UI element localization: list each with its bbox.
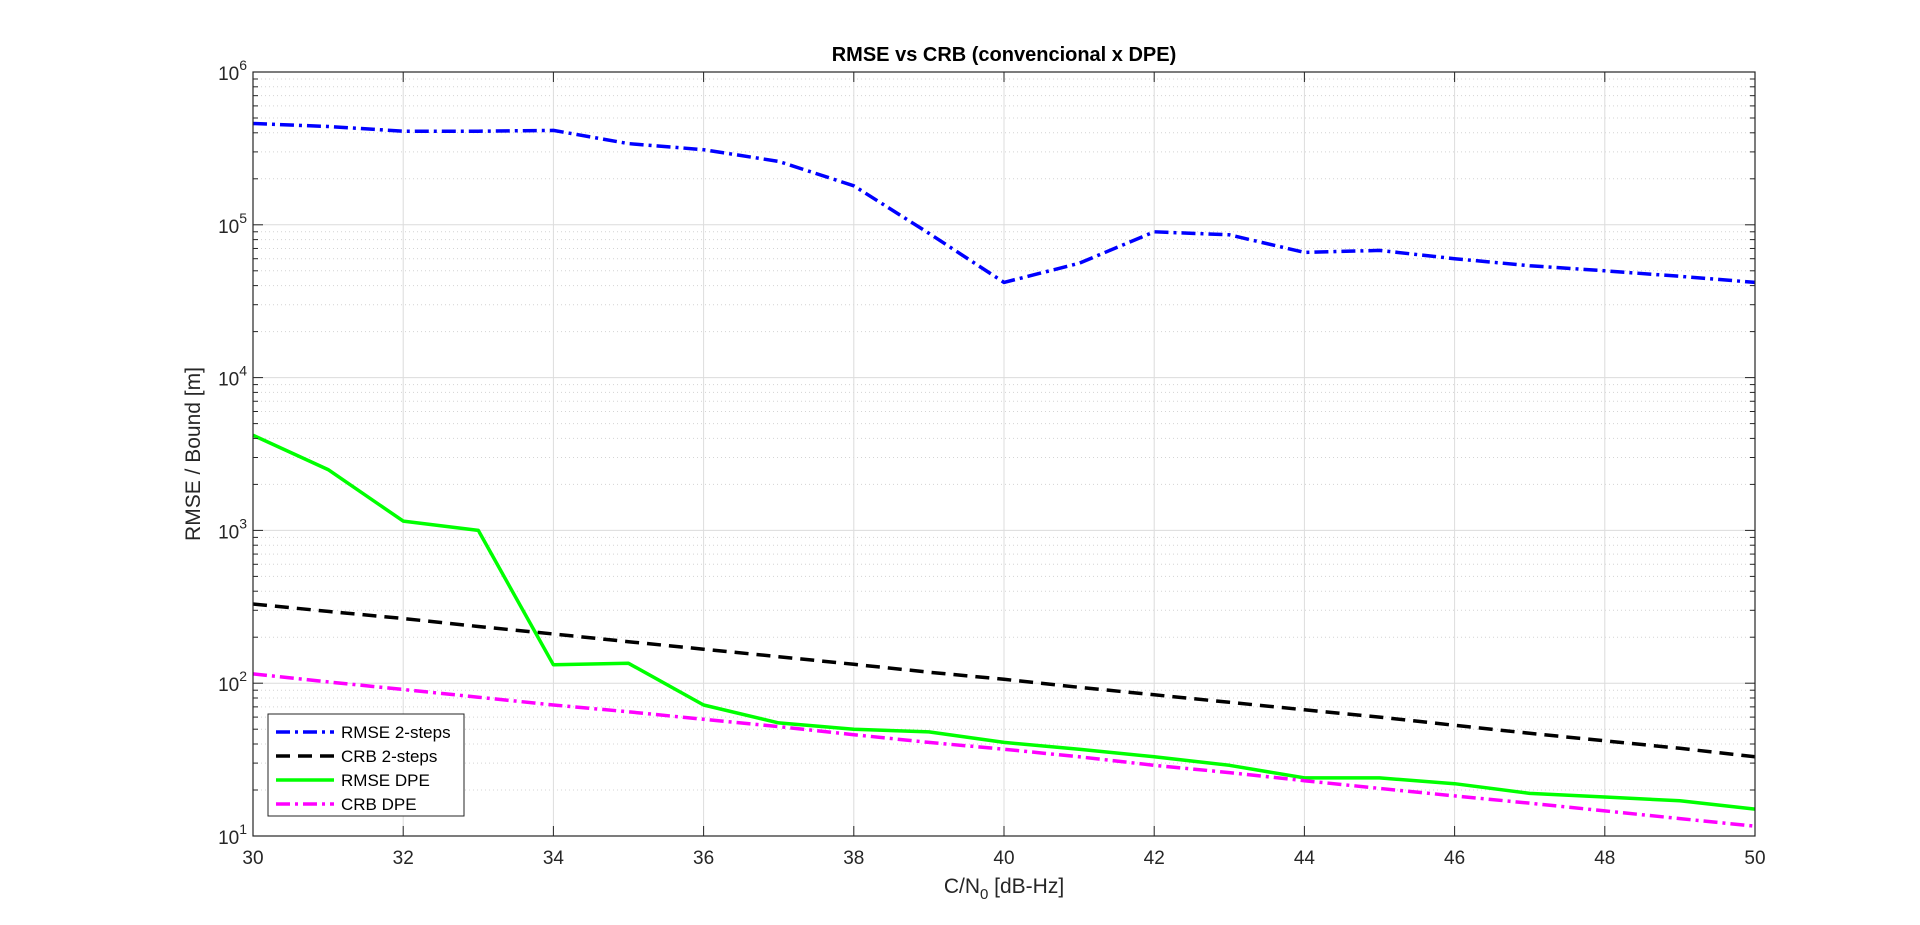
x-tick-label: 34	[543, 848, 565, 869]
y-tick-label: 101	[218, 821, 247, 849]
tick-layer	[252, 71, 1756, 837]
x-tick-label: 48	[1594, 848, 1615, 869]
y-tick-label: 105	[218, 210, 247, 238]
series-line-4	[252, 672, 1756, 828]
series-layer	[252, 121, 1756, 828]
x-tick-label: 46	[1444, 848, 1465, 869]
x-tick-label: 42	[1144, 848, 1165, 869]
legend-label-4: CRB DPE	[341, 795, 417, 814]
x-axis-label-main: C/N	[944, 875, 980, 898]
x-tick-label: 30	[242, 848, 263, 869]
x-tick-label: 40	[993, 848, 1014, 869]
x-tick-label: 36	[693, 848, 714, 869]
x-tick-label: 38	[843, 848, 864, 869]
x-tick-label: 32	[393, 848, 414, 869]
x-axis-label: C/N0 [dB-Hz]	[944, 875, 1064, 903]
x-tick-labels: 30 32 34 36 38 40 42 44 46 48 50	[242, 848, 1765, 869]
series-line-1	[252, 121, 1756, 285]
y-tick-label: 102	[218, 668, 247, 696]
y-axis-label: RMSE / Bound [m]	[182, 367, 205, 541]
legend-label-2: CRB 2-steps	[341, 747, 437, 766]
x-tick-label: 44	[1294, 848, 1316, 869]
y-tick-label: 104	[218, 363, 247, 391]
legend-label-1: RMSE 2-steps	[341, 723, 451, 742]
legend-label-3: RMSE DPE	[341, 771, 430, 790]
x-axis-label-rest: [dB-Hz]	[988, 875, 1064, 898]
x-axis-label-subscript: 0	[980, 886, 988, 903]
y-tick-label: 106	[218, 57, 247, 85]
y-tick-labels: 101 102 103 104 105 106	[218, 57, 247, 849]
series-line-2	[252, 602, 1756, 759]
series-line-3	[252, 433, 1756, 811]
chart-title: RMSE vs CRB (convencional x DPE)	[832, 44, 1177, 66]
legend-box	[267, 713, 465, 817]
y-tick-label: 103	[218, 515, 247, 543]
legend: RMSE 2-steps CRB 2-steps RMSE DPE CRB DPE	[267, 713, 465, 817]
x-tick-label: 50	[1744, 848, 1765, 869]
